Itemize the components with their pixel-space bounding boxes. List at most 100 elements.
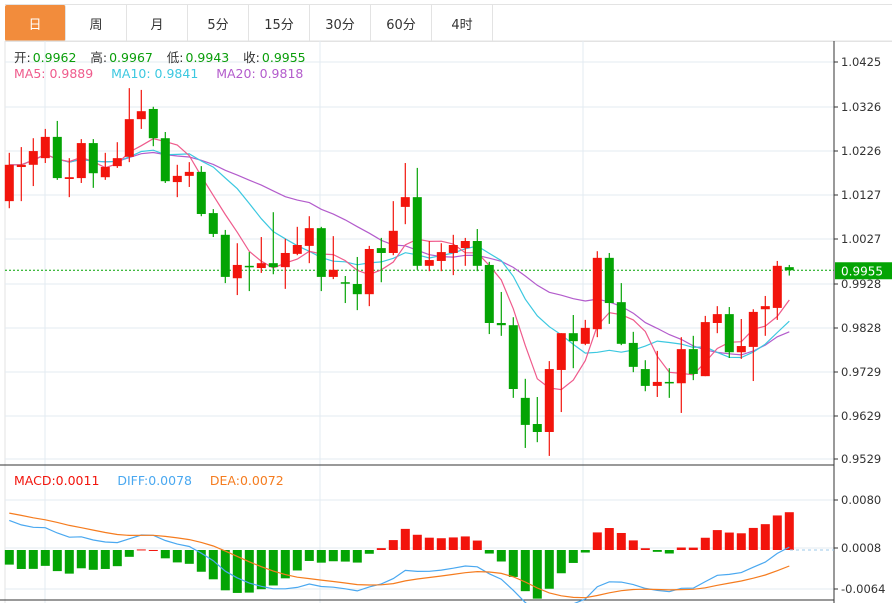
tab-5[interactable]: 30分 [310, 5, 371, 41]
candle-body [568, 333, 578, 342]
tab-2[interactable]: 月 [127, 5, 188, 41]
current-price-badge [835, 262, 892, 280]
macd-histogram-bar [184, 550, 194, 564]
candle [544, 361, 554, 456]
candle-body [340, 282, 350, 284]
candle-body [436, 252, 446, 261]
candle-body [676, 349, 686, 384]
candle [736, 318, 746, 359]
macd-readout: MACD:0.0011 DIFF:0.0078 DEA:0.0072 [14, 473, 286, 488]
candle-body [736, 346, 746, 353]
tab-1[interactable]: 周 [66, 5, 127, 41]
candle [316, 226, 326, 292]
candle [64, 158, 74, 198]
macd-histogram-bar [268, 550, 278, 586]
candle [172, 164, 182, 198]
tab-7[interactable]: 4时 [432, 5, 493, 41]
macd-histogram-bar [460, 536, 470, 550]
price-tick-label: 0.9729 [841, 365, 881, 379]
tab-4[interactable]: 15分 [249, 5, 310, 41]
macd-histogram-bar [388, 540, 398, 550]
candle [532, 396, 542, 443]
tab-3[interactable]: 5分 [188, 5, 249, 41]
candle [496, 291, 506, 336]
macd-histogram-bar [160, 550, 170, 559]
close-label: 收: [243, 50, 260, 65]
diff-line [9, 519, 790, 603]
macd-histogram-bar [604, 528, 614, 550]
dea-line [9, 512, 790, 599]
macd-histogram-bar [208, 550, 218, 580]
candle-body [616, 302, 626, 344]
candle [520, 378, 530, 448]
macd-histogram-bar [664, 550, 674, 554]
tab-6[interactable]: 60分 [371, 5, 432, 41]
candle [340, 276, 350, 304]
macd-histogram-bar [340, 550, 350, 562]
macd-histogram-bar [16, 550, 26, 569]
candle-body [556, 333, 566, 370]
candle [712, 306, 722, 334]
candle [652, 350, 662, 397]
candle [724, 307, 734, 358]
candle-body [364, 248, 374, 295]
candle-body [160, 138, 170, 182]
macd-histogram-bar [64, 550, 74, 574]
tab-0[interactable]: 日 [5, 5, 66, 41]
macd-histogram-bar [124, 550, 134, 557]
macd-histogram-bar [580, 550, 590, 553]
candle [676, 337, 686, 413]
candle [472, 229, 482, 272]
candle-body [772, 265, 782, 308]
candle-body [280, 252, 290, 268]
close-value: 0.9955 [261, 50, 306, 65]
candle-body [172, 175, 182, 183]
candle [328, 236, 338, 280]
candle-body [652, 381, 662, 386]
candle-body [604, 257, 614, 304]
macd-histogram-bar [784, 512, 794, 550]
macd-histogram-bar [328, 550, 338, 562]
high-value: 0.9967 [109, 50, 153, 65]
macd-histogram-bar [616, 532, 626, 550]
candle-body [352, 283, 362, 295]
candle-body [64, 177, 74, 179]
ma20-line [9, 151, 790, 356]
candle [784, 264, 794, 276]
ma10-value: MA10: 0.9841 [111, 66, 199, 81]
macd-histogram-bar [688, 547, 698, 550]
candle-body [448, 245, 458, 253]
price-tick-label: 1.0027 [841, 232, 881, 246]
macd-histogram-bar [172, 550, 182, 563]
macd-histogram-bar [652, 550, 662, 552]
macd-histogram-bar [772, 515, 782, 550]
candle-body [184, 171, 194, 176]
macd-histogram-bar [52, 550, 62, 572]
macd-histogram-bar [508, 550, 518, 577]
candle [136, 89, 146, 129]
candle [772, 260, 782, 320]
candle [88, 139, 98, 188]
macd-histogram-bar [304, 550, 314, 561]
candle [232, 243, 242, 296]
candle [100, 152, 110, 180]
high-label: 高: [90, 50, 108, 65]
candle [412, 167, 422, 270]
candle-body [376, 248, 386, 253]
macd-histogram-bar [628, 540, 638, 550]
dea-value: DEA:0.0072 [209, 473, 284, 488]
macd-histogram-bar [472, 540, 482, 550]
macd-histogram-bar [724, 532, 734, 550]
candle [220, 229, 230, 284]
candle-body [496, 322, 506, 326]
candle [124, 88, 134, 163]
macd-histogram-bar [196, 550, 206, 572]
candle [508, 317, 518, 398]
macd-histogram-bar [436, 538, 446, 550]
macd-histogram-bar [256, 550, 266, 590]
candle-body [412, 197, 422, 266]
candle [268, 212, 278, 275]
candle [40, 128, 50, 164]
macd-histogram-bar [316, 550, 326, 563]
